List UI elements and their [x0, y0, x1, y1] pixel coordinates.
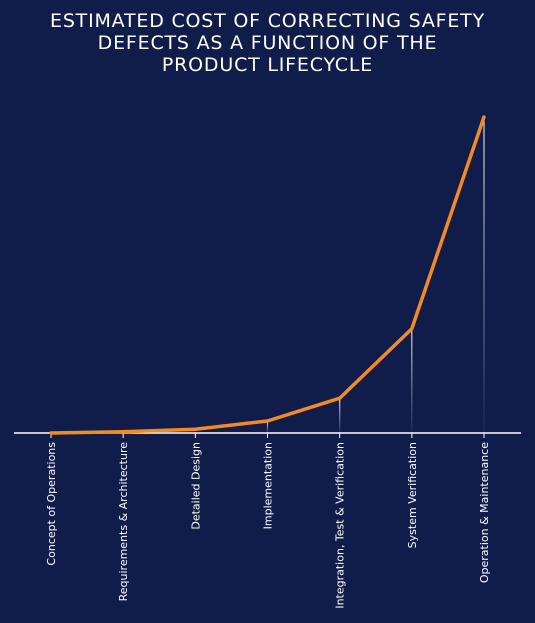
x-tick-label: System Verification [406, 442, 419, 548]
x-tick-label: Detailed Design [189, 442, 202, 530]
x-tick-label: Integration, Test & Verification [334, 442, 347, 609]
chart-title-line-1: ESTIMATED COST OF CORRECTING SAFETY [50, 10, 485, 32]
series-line [49, 115, 486, 435]
x-tick-label: Requirements & Architecture [117, 442, 130, 602]
x-tick-label: Operation & Maintenance [478, 442, 491, 583]
x-tick-label: Implementation [262, 442, 275, 529]
chart-title-line-2: DEFECTS AS A FUNCTION OF THE [97, 32, 438, 54]
drop-line [266, 421, 269, 433]
x-axis-tick-labels: Concept of Operations Requirements & Arch… [45, 442, 491, 609]
chart-title-line-3: PRODUCT LIFECYCLE [161, 54, 374, 76]
drop-line [483, 117, 485, 433]
x-tick-label: Concept of Operations [45, 442, 58, 566]
x-axis-ticks [50, 433, 485, 438]
chart-title: ESTIMATED COST OF CORRECTING SAFETY DEFE… [0, 10, 535, 76]
drop-lines [266, 117, 485, 433]
drop-line [339, 398, 341, 433]
drop-line [411, 328, 413, 433]
